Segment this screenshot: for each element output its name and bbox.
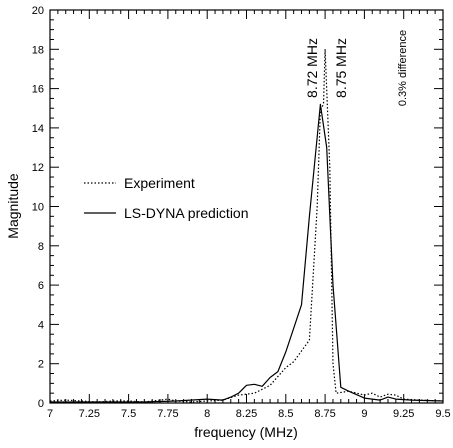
y-tick-label: 0 [38, 398, 44, 410]
annotation-peak-lsdyna: 8.72 MHz [304, 38, 320, 98]
x-tick-label: 7.75 [157, 408, 178, 420]
y-tick-label: 16 [32, 84, 44, 96]
y-axis-ticks: 0 2 4 6 8 10 12 14 16 18 20 [32, 5, 443, 410]
y-axis-title: Magnitude [5, 173, 21, 239]
y-tick-label: 18 [32, 44, 44, 56]
peak-guides [319, 49, 326, 105]
x-tick-label: 7.5 [121, 408, 136, 420]
legend-label-experiment: Experiment [124, 175, 195, 191]
y-tick-label: 10 [32, 202, 44, 214]
y-tick-label: 2 [38, 359, 44, 371]
y-tick-label: 4 [38, 319, 44, 331]
series-line-ls-dyna-prediction [50, 103, 444, 403]
x-tick-label: 9.5 [435, 408, 450, 420]
legend-label-lsdyna: LS-DYNA prediction [124, 205, 249, 221]
x-tick-label: 8.25 [236, 408, 257, 420]
annotation-difference: 0.3% difference [397, 30, 409, 106]
x-axis-title: frequency (MHz) [194, 424, 297, 440]
y-tick-label: 14 [32, 123, 44, 135]
y-tick-label: 6 [38, 280, 44, 292]
x-tick-label: 8.75 [314, 408, 335, 420]
x-tick-label: 8.5 [278, 408, 293, 420]
series-line-experiment [49, 48, 444, 403]
annotation-peak-experiment: 8.75 MHz [333, 38, 349, 98]
y-tick-label: 8 [38, 241, 44, 253]
y-tick-label: 12 [32, 162, 44, 174]
series-layer [49, 48, 444, 403]
legend: Experiment LS-DYNA prediction [84, 175, 249, 221]
x-tick-label: 8 [204, 408, 210, 420]
x-tick-label: 9.25 [393, 408, 414, 420]
x-tick-label: 7 [47, 408, 53, 420]
y-tick-label: 20 [32, 5, 44, 17]
x-tick-label: 9 [361, 408, 367, 420]
x-axis-ticks: 7 7.25 7.5 7.75 8 8.25 8.5 8.75 9 9.25 9.5 [47, 10, 451, 420]
x-tick-label: 7.25 [79, 408, 100, 420]
